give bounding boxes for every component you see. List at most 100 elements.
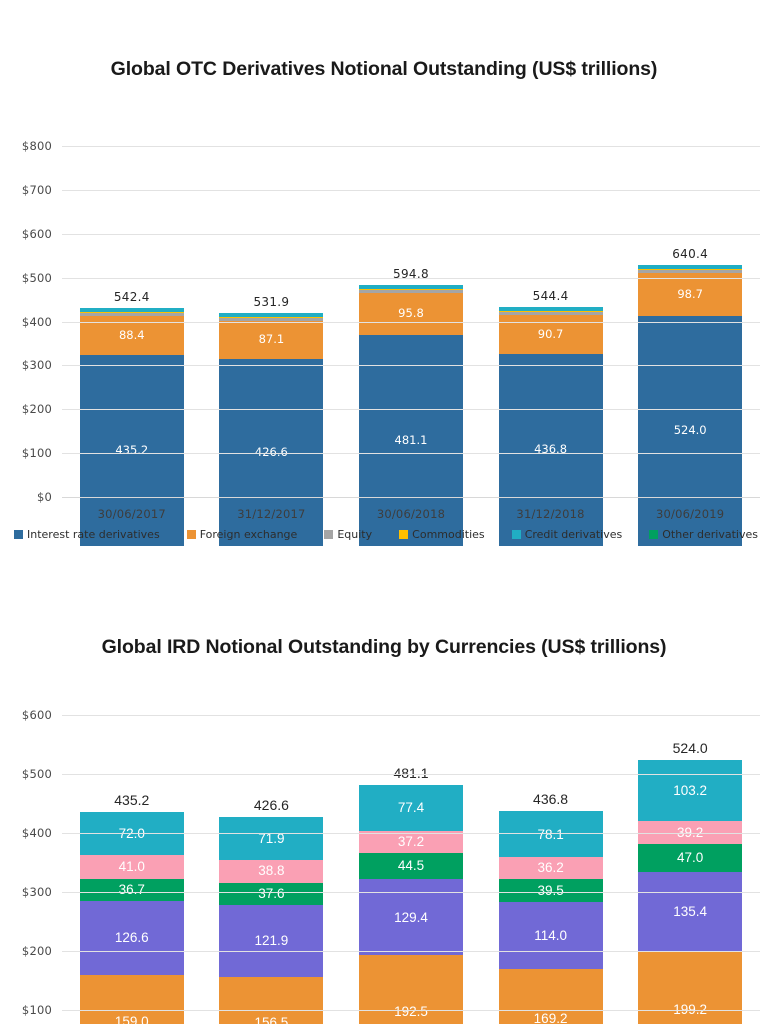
bar-segment[interactable] bbox=[79, 308, 184, 313]
bar-group[interactable]: 199.2 135.4 47.0 39.2 103.2 524.0 bbox=[621, 700, 759, 1024]
stacked-bar[interactable]: 199.2 135.4 47.0 39.2 103.2 bbox=[638, 759, 743, 1024]
bar-segment[interactable]: 47.0 bbox=[638, 843, 743, 872]
bar-group[interactable]: 481.1 95.8 594.8 bbox=[342, 134, 480, 546]
bar-segment[interactable]: 135.4 bbox=[638, 871, 743, 952]
bar-segment[interactable] bbox=[638, 265, 743, 269]
bar-segment[interactable]: 121.9 bbox=[219, 904, 324, 977]
segment-value-label: 169.2 bbox=[533, 1011, 568, 1024]
bar-segment[interactable]: 38.8 bbox=[219, 859, 324, 883]
bar-segment[interactable] bbox=[219, 312, 324, 317]
stacked-bar[interactable]: 524.0 98.7 bbox=[638, 265, 743, 546]
legend-swatch-icon bbox=[399, 530, 409, 539]
chart1-bars: 435.2 88.4 542.4 426.6 87.1 531.9 481.1 95.8 594… bbox=[62, 134, 760, 546]
bar-group[interactable]: 426.6 87.1 531.9 bbox=[202, 134, 340, 546]
bar-group[interactable]: 436.8 90.7 544.4 bbox=[482, 134, 620, 546]
bar-segment[interactable]: 435.2 bbox=[79, 355, 184, 546]
bar-segment[interactable]: 192.5 bbox=[358, 955, 463, 1024]
bar-segment[interactable]: 37.2 bbox=[358, 830, 463, 853]
bar-segment[interactable]: 37.6 bbox=[219, 882, 324, 905]
stacked-bar[interactable]: 436.8 90.7 bbox=[498, 307, 603, 546]
bar-segment[interactable]: 524.0 bbox=[638, 316, 743, 546]
y-tick-label: $700 bbox=[21, 182, 52, 197]
stacked-bar[interactable]: 435.2 88.4 bbox=[79, 308, 184, 546]
stacked-bar[interactable]: 156.5 121.9 37.6 38.8 71.9 bbox=[219, 817, 324, 1024]
segment-value-label: 135.4 bbox=[673, 903, 708, 919]
bar-segment[interactable] bbox=[498, 310, 603, 312]
bar-group[interactable]: 435.2 88.4 542.4 bbox=[63, 134, 201, 546]
segment-value-label: 481.1 bbox=[394, 432, 428, 447]
gridline bbox=[62, 453, 760, 455]
bar-segment[interactable]: 39.5 bbox=[498, 878, 603, 902]
bar-group[interactable]: 192.5 129.4 44.5 37.2 77.4 481.1 bbox=[342, 700, 480, 1024]
bar-segment[interactable]: 199.2 bbox=[638, 951, 743, 1024]
y-tick-label: $300 bbox=[21, 358, 52, 373]
legend-item[interactable]: Commodities bbox=[399, 528, 485, 541]
bar-segment[interactable] bbox=[358, 289, 463, 293]
stacked-bar[interactable]: 481.1 95.8 bbox=[358, 285, 463, 546]
bar-segment[interactable]: 436.8 bbox=[498, 354, 603, 546]
bar-segment[interactable] bbox=[638, 269, 743, 273]
bar-segment[interactable] bbox=[79, 312, 184, 314]
bar-segment[interactable] bbox=[219, 317, 324, 321]
segment-value-label: 37.6 bbox=[258, 885, 285, 901]
bar-segment[interactable]: 36.2 bbox=[498, 857, 603, 879]
legend-item[interactable]: Equity bbox=[324, 528, 372, 541]
bar-segment[interactable]: 103.2 bbox=[638, 759, 743, 821]
bar-segment[interactable]: 156.5 bbox=[219, 976, 324, 1024]
bar-segment[interactable] bbox=[358, 285, 463, 289]
x-tick-label: 30/06/2019 bbox=[656, 507, 725, 521]
bar-segment[interactable]: 88.4 bbox=[79, 316, 184, 356]
bar-segment[interactable] bbox=[498, 307, 603, 311]
bar-segment[interactable]: 169.2 bbox=[498, 969, 603, 1024]
segment-value-label: 88.4 bbox=[118, 327, 145, 342]
legend-label: Other derivatives bbox=[662, 528, 758, 541]
bar-total-label: 542.4 bbox=[113, 290, 150, 305]
bar-segment[interactable]: 114.0 bbox=[498, 901, 603, 970]
bar-group[interactable]: 169.2 114.0 39.5 36.2 78.1 436.8 bbox=[482, 700, 620, 1024]
bar-segment[interactable]: 39.2 bbox=[638, 820, 743, 844]
stacked-bar[interactable]: 159.0 126.6 36.7 41.0 72.0 bbox=[79, 812, 184, 1024]
bar-segment[interactable]: 41.0 bbox=[79, 854, 184, 879]
bar-segment[interactable]: 481.1 bbox=[358, 334, 463, 546]
gridline bbox=[62, 146, 760, 147]
segment-value-label: 192.5 bbox=[394, 1004, 428, 1020]
segment-value-label: 156.5 bbox=[254, 1015, 289, 1024]
legend-swatch-icon bbox=[14, 530, 23, 539]
bar-segment[interactable]: 87.1 bbox=[219, 320, 324, 359]
bar-segment[interactable] bbox=[638, 268, 743, 270]
bar-segment[interactable]: 98.7 bbox=[638, 272, 743, 317]
y-tick-label: $500 bbox=[21, 270, 52, 285]
gridline bbox=[62, 233, 760, 235]
bar-segment[interactable]: 426.6 bbox=[219, 358, 324, 546]
bar-segment[interactable]: 90.7 bbox=[498, 314, 603, 355]
bar-segment[interactable]: 71.9 bbox=[219, 817, 324, 860]
legend-item[interactable]: Foreign exchange bbox=[186, 528, 297, 541]
legend-item[interactable]: Credit derivatives bbox=[511, 528, 622, 541]
bar-segment[interactable] bbox=[219, 316, 324, 318]
bar-segment[interactable]: 159.0 bbox=[79, 975, 184, 1024]
bar-group[interactable]: 156.5 121.9 37.6 38.8 71.9 426.6 bbox=[202, 700, 340, 1024]
y-tick-label: $0 bbox=[36, 490, 52, 504]
bar-segment[interactable]: 77.4 bbox=[358, 785, 463, 831]
bar-segment[interactable] bbox=[498, 311, 603, 315]
bar-segment[interactable]: 36.7 bbox=[79, 878, 184, 901]
segment-value-label: 103.2 bbox=[673, 782, 708, 798]
bar-segment[interactable]: 78.1 bbox=[498, 811, 603, 858]
bar-segment[interactable]: 129.4 bbox=[358, 879, 463, 956]
stacked-bar[interactable]: 192.5 129.4 44.5 37.2 77.4 bbox=[358, 785, 463, 1024]
y-tick-label: $100 bbox=[21, 446, 52, 461]
bar-segment[interactable] bbox=[358, 288, 463, 290]
legend-item[interactable]: Other derivatives bbox=[649, 528, 758, 541]
segment-value-label: 39.5 bbox=[537, 882, 564, 898]
stacked-bar[interactable]: 169.2 114.0 39.5 36.2 78.1 bbox=[498, 811, 603, 1024]
segment-value-label: 36.2 bbox=[537, 860, 564, 876]
bar-total-label: 531.9 bbox=[253, 294, 290, 309]
bar-segment[interactable]: 126.6 bbox=[79, 900, 184, 976]
bar-group[interactable]: 524.0 98.7 640.4 bbox=[621, 134, 759, 546]
bar-segment[interactable]: 95.8 bbox=[358, 292, 463, 335]
bar-segment[interactable]: 44.5 bbox=[358, 852, 463, 880]
legend-item[interactable]: Interest rate derivatives bbox=[14, 528, 160, 541]
bar-segment[interactable] bbox=[79, 313, 184, 317]
stacked-bar[interactable]: 426.6 87.1 bbox=[219, 312, 324, 546]
bar-group[interactable]: 159.0 126.6 36.7 41.0 72.0 435.2 bbox=[63, 700, 201, 1024]
